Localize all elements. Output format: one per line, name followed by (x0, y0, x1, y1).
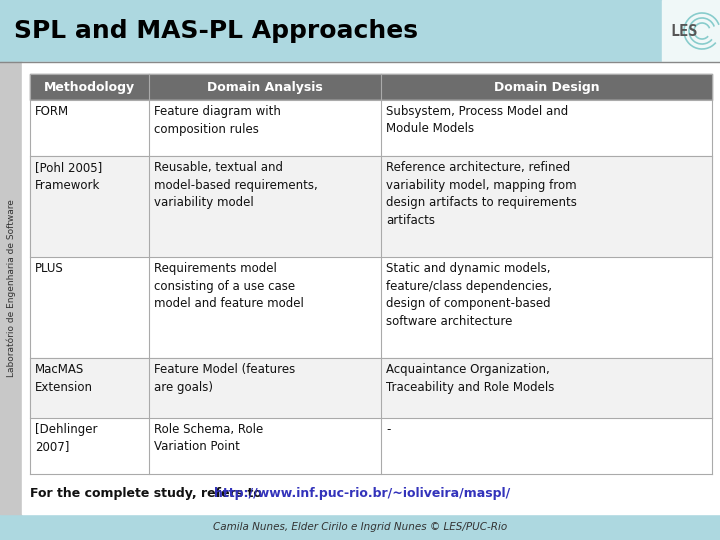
Bar (149, 157, 381, 258)
Text: Domain Design: Domain Design (494, 80, 600, 93)
Text: Reusable, textual and
model-based requirements,
variability model: Reusable, textual and model-based requir… (154, 161, 318, 210)
Text: MacMAS
Extension: MacMAS Extension (35, 363, 93, 394)
Text: http://www.inf.puc-rio.br/~ioliveira/maspl/: http://www.inf.puc-rio.br/~ioliveira/mas… (214, 488, 510, 501)
Bar (381, 157, 712, 258)
Bar (149, 258, 381, 358)
Text: Requirements model
consisting of a use case
model and feature model: Requirements model consisting of a use c… (154, 262, 305, 310)
Bar (22, 62, 720, 514)
Bar (30, 358, 149, 417)
Bar (381, 74, 712, 100)
Bar (149, 417, 381, 474)
Text: Subsystem, Process Model and
Module Models: Subsystem, Process Model and Module Mode… (386, 105, 569, 136)
Bar (662, 0, 720, 62)
Text: Feature Model (features
are goals): Feature Model (features are goals) (154, 363, 296, 394)
Bar (30, 74, 149, 100)
Text: Reference architecture, refined
variability model, mapping from
design artifacts: Reference architecture, refined variabil… (386, 161, 577, 227)
Bar (30, 417, 149, 474)
Text: Domain Analysis: Domain Analysis (207, 80, 323, 93)
Text: Acquaintance Organization,
Traceability and Role Models: Acquaintance Organization, Traceability … (386, 363, 554, 394)
Text: Static and dynamic models,
feature/class dependencies,
design of component-based: Static and dynamic models, feature/class… (386, 262, 552, 328)
Bar (0, 62, 22, 514)
Bar (381, 100, 712, 157)
Bar (149, 358, 381, 417)
Bar (30, 100, 149, 157)
Text: For the complete study, refers to: For the complete study, refers to (30, 488, 266, 501)
Text: PLUS: PLUS (35, 262, 64, 275)
Bar (0, 514, 720, 540)
Text: Laboratório de Engenharia de Software: Laboratório de Engenharia de Software (6, 199, 16, 377)
Text: [Pohl 2005]
Framework: [Pohl 2005] Framework (35, 161, 102, 192)
Bar (381, 358, 712, 417)
Text: Methodology: Methodology (44, 80, 135, 93)
Text: LES: LES (670, 24, 698, 38)
Bar (381, 417, 712, 474)
Text: Camila Nunes, Elder Cirilo e Ingrid Nunes © LES/PUC-Rio: Camila Nunes, Elder Cirilo e Ingrid Nune… (213, 522, 507, 532)
Text: FORM: FORM (35, 105, 69, 118)
Text: SPL and MAS-PL Approaches: SPL and MAS-PL Approaches (14, 19, 418, 43)
Text: Feature diagram with
composition rules: Feature diagram with composition rules (154, 105, 282, 136)
Bar (149, 74, 381, 100)
Text: Role Schema, Role
Variation Point: Role Schema, Role Variation Point (154, 423, 264, 453)
Bar (149, 100, 381, 157)
Text: [Dehlinger
2007]: [Dehlinger 2007] (35, 423, 97, 453)
Bar (30, 157, 149, 258)
Bar (30, 258, 149, 358)
Bar (0, 0, 720, 62)
Bar (381, 258, 712, 358)
Text: -: - (386, 423, 391, 436)
